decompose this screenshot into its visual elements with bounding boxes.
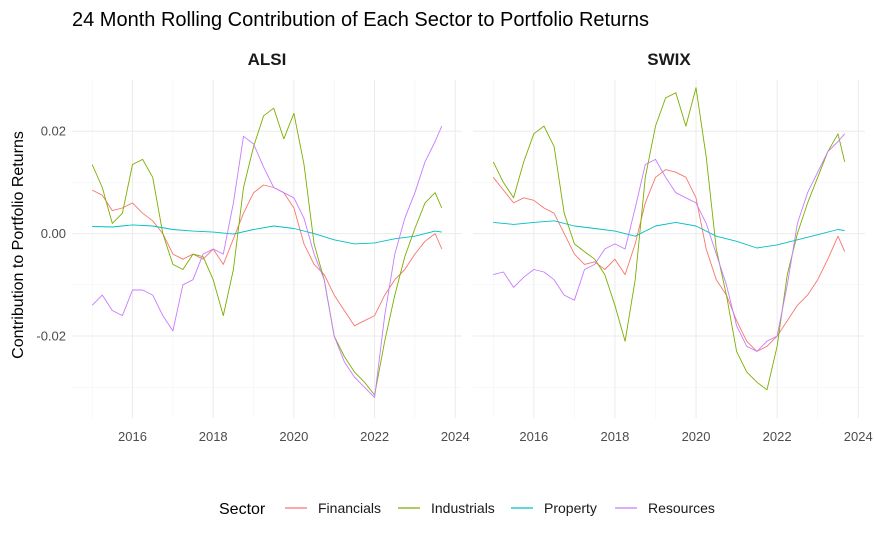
y-tick-label: 0.00 — [41, 226, 66, 241]
legend-item-resources: Resources — [615, 500, 715, 516]
x-tick-label: 2020 — [682, 429, 711, 444]
series-line-financials-swix — [492, 169, 846, 352]
x-tick-label: 2020 — [279, 429, 308, 444]
legend-label-resources: Resources — [648, 500, 715, 516]
series-line-property-alsi — [92, 224, 442, 245]
legend-item-financials: Financials — [285, 500, 381, 516]
legend-title: Sector — [219, 501, 266, 518]
legend-label-industrials: Industrials — [431, 500, 495, 516]
legend-item-industrials: Industrials — [398, 500, 495, 516]
x-tick-label: 2022 — [360, 429, 389, 444]
panel-swix: 2016 2018 2020 2022 2024 SWIX — [473, 50, 873, 444]
y-axis-title: Contribution to Portfolio Returns — [10, 131, 27, 359]
series-line-industrials-alsi — [91, 107, 443, 396]
x-tick-label: 2016 — [118, 429, 147, 444]
y-tick-label: 0.02 — [41, 124, 66, 139]
series-line-financials-alsi — [91, 184, 443, 327]
legend-label-financials: Financials — [318, 500, 381, 516]
legend-label-property: Property — [544, 500, 597, 516]
series-line-resources-swix — [493, 133, 846, 352]
y-tick-label: -0.02 — [36, 329, 66, 344]
legend: Sector Financials Industrials Property Reso… — [219, 500, 715, 518]
x-tick-label: 2018 — [600, 429, 629, 444]
x-tick-label: 2024 — [844, 429, 873, 444]
x-tick-label: 2016 — [519, 429, 548, 444]
facet-label-swix: SWIX — [647, 50, 691, 69]
series-line-property-swix — [493, 220, 845, 249]
panel-alsi: 2016 2018 2020 2022 2024 -0.02 0.00 0.02 ALSI — [36, 50, 469, 444]
legend-item-property: Property — [511, 500, 597, 516]
x-tick-label: 2024 — [441, 429, 470, 444]
facet-label-alsi: ALSI — [248, 50, 287, 69]
x-tick-label: 2018 — [199, 429, 228, 444]
series-line-industrials-swix — [492, 87, 846, 391]
x-tick-label: 2022 — [763, 429, 792, 444]
panels: 2016 2018 2020 2022 2024-0.020.000.02ALSI201… — [36, 50, 872, 444]
chart-title: 24 Month Rolling Contribution of Each Se… — [72, 9, 649, 31]
series-line-resources-alsi — [91, 125, 443, 398]
